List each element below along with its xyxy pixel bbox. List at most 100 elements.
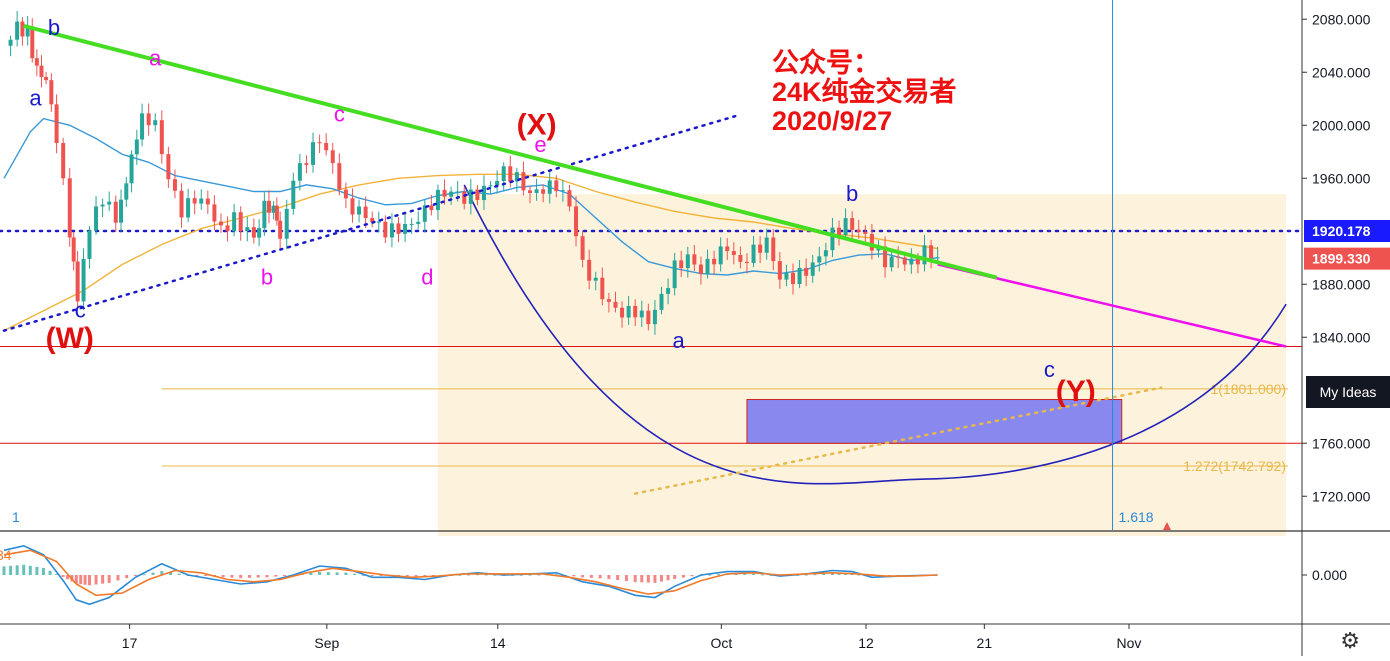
macd-bar [822,573,826,575]
time-tick-label-4: 12 [858,635,874,651]
candle-body [15,21,20,40]
time-tick-label-0: 17 [122,635,138,651]
macd-bar [743,573,747,575]
macd-bar [414,575,418,577]
candle-body [685,254,690,269]
macd-bar [519,574,523,576]
candle-body [455,191,460,193]
candle-body [679,260,684,269]
price-badge-1 [1304,247,1390,270]
time-tick-label-5: 21 [977,635,993,651]
candle-body [626,305,631,318]
candle-body [672,260,677,289]
gear-icon[interactable]: ⚙ [1340,628,1360,653]
candle-body [725,246,730,252]
macd-bar [813,574,817,576]
candle-body [75,261,80,302]
candle-body [238,212,243,232]
candle-body [30,26,35,59]
candle-body [274,205,279,221]
macd-bar [752,573,756,575]
wave-label-8: e [534,132,546,157]
macd-bar [653,575,657,583]
ma-orange-line [3,173,938,332]
candle-body [376,221,381,223]
macd-bar [204,575,208,577]
macd-bar [493,574,497,576]
macd-bar [405,575,409,577]
price-tick-label-7: 1720.000 [1312,488,1371,504]
price-tick-label-4: 1880.000 [1312,276,1371,292]
macd-bar [830,573,834,575]
candle-body [403,224,408,234]
candle-body [856,229,861,233]
candle-body [363,206,368,219]
price-badge-0 [1304,220,1390,243]
candle-body [172,179,177,191]
macd-bar [458,574,462,576]
candle-body [39,65,44,77]
macd-bar [844,573,848,575]
wave-label-12: c [1044,357,1055,382]
left-time-label: 1 [12,509,20,525]
price-tick-label-0: 2080.000 [1312,11,1371,27]
macd-bar [55,573,59,575]
macd-bar [361,574,365,576]
candle-body [915,258,920,265]
time-tick-label-6: Nov [1117,635,1142,651]
candle-body [698,264,703,275]
candle-body [744,261,749,263]
macd-bar [28,565,32,575]
macd-bar [616,575,620,580]
candle-body [304,163,309,165]
candle-body [869,233,874,251]
candle-body [34,58,39,66]
macd-bar [475,574,479,576]
candle-body [587,259,592,281]
candle-body [580,236,585,260]
candle-body [929,245,934,259]
macd-bar [101,575,105,584]
macd-bar [344,572,348,575]
macd-bar [760,574,764,576]
candle-body [179,190,184,218]
candle-body [251,227,256,238]
macd-bar [169,572,173,575]
macd-bar [423,575,427,577]
note-line-0: 公众号： [772,48,880,78]
candle-body [777,261,782,280]
macd-bar [624,575,628,582]
time-tick-label-2: 14 [490,635,506,651]
candle-body [738,254,743,262]
candle-body [232,212,237,232]
candle-body [140,113,145,140]
wave-label-4: a [149,46,162,71]
candle-body [659,293,664,310]
my-ideas-button[interactable]: My Ideas [1306,376,1390,408]
wave-label-6: c [334,101,345,126]
macd-bar [87,575,91,586]
candle-body [883,246,888,268]
candle-body [186,198,191,218]
candle-body [554,180,559,192]
fib-time-label: 1.618 [1119,509,1154,525]
price-tick-label-6: 1760.000 [1312,435,1371,451]
wave-label-3: (W) [46,322,94,355]
macd-left-label: 34 [0,547,12,563]
macd-bar [379,575,383,576]
macd-bar [318,571,322,575]
macd-bar [673,575,677,579]
macd-bar [370,575,374,576]
macd-bar [160,571,164,575]
macd-bar [607,575,611,579]
wave-label-13: (Y) [1056,375,1096,408]
candle-body [764,237,769,253]
macd-bar [247,575,251,578]
macd-bar [61,575,65,577]
candle-body [449,191,454,197]
candle-body [409,223,414,225]
macd-bar [41,567,45,575]
event-marker-icon [1163,522,1171,530]
